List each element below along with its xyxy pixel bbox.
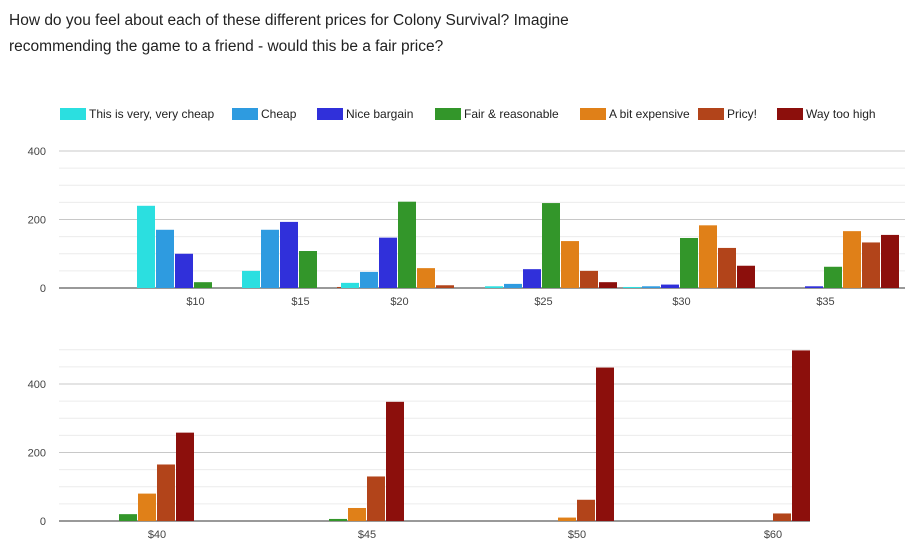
legend-label: Way too high [806, 107, 876, 121]
legend-label: Fair & reasonable [464, 107, 559, 121]
legend-item-way-too-high: Way too high [777, 105, 876, 123]
x-tick-label: $10 [186, 296, 204, 308]
bar-cheap-30 [642, 286, 660, 288]
bar-nice-bargain-15 [280, 221, 298, 288]
bar-pricy-30 [718, 247, 736, 288]
legend-label: A bit expensive [609, 107, 690, 121]
bar-fair-reasonable-35 [824, 266, 842, 288]
legend-swatch [232, 108, 258, 120]
bar-pricy-50 [577, 499, 595, 521]
bar-this-is-very-very-cheap-15 [242, 270, 260, 288]
y-tick-label: 400 [28, 379, 46, 391]
bar-cheap-10 [156, 229, 174, 288]
bar-pricy-60 [773, 513, 791, 521]
legend-item-pricy: Pricy! [698, 105, 757, 123]
bar-this-is-very-very-cheap-10 [137, 205, 155, 288]
legend-swatch [580, 108, 606, 120]
x-tick-label: $25 [534, 296, 552, 308]
y-tick-label: 0 [40, 516, 46, 528]
bar-cheap-15 [261, 229, 279, 288]
survey-question: How do you feel about each of these diff… [9, 12, 569, 55]
bar-fair-reasonable-10 [194, 282, 212, 288]
x-tick-label: $45 [358, 529, 376, 541]
legend-swatch [317, 108, 343, 120]
bar-fair-reasonable-40 [119, 514, 137, 521]
x-tick-label: $35 [816, 296, 834, 308]
bar-a-bit-expensive-45 [348, 507, 366, 521]
legend-label: Nice bargain [346, 107, 414, 121]
bar-a-bit-expensive-35 [843, 231, 861, 288]
x-tick-label: $15 [291, 296, 309, 308]
legend-label: This is very, very cheap [89, 107, 215, 121]
y-tick-label: 400 [28, 146, 46, 158]
legend-swatch [435, 108, 461, 120]
legend-item-fair-reasonable: Fair & reasonable [435, 105, 559, 123]
y-tick-label: 200 [28, 215, 46, 227]
x-tick-label: $50 [568, 529, 586, 541]
x-tick-label: $30 [672, 296, 690, 308]
bar-fair-reasonable-15 [299, 251, 317, 288]
legend-swatch [60, 108, 86, 120]
bar-a-bit-expensive-25 [561, 241, 579, 288]
bar-way-too-high-40 [176, 432, 194, 521]
bar-this-is-very-very-cheap-20 [341, 282, 359, 288]
bar-a-bit-expensive-20 [417, 268, 435, 288]
bar-nice-bargain-30 [661, 284, 679, 288]
bar-way-too-high-30 [737, 265, 755, 288]
bar-fair-reasonable-45 [329, 518, 347, 521]
bar-pricy-20 [436, 285, 454, 288]
bar-this-is-very-very-cheap-30 [623, 286, 641, 288]
bar-pricy-45 [367, 476, 385, 521]
bar-a-bit-expensive-40 [138, 493, 156, 521]
bar-a-bit-expensive-30 [699, 225, 717, 288]
bar-nice-bargain-20 [379, 237, 397, 288]
legend-swatch [777, 108, 803, 120]
bar-nice-bargain-25 [523, 269, 541, 288]
y-tick-label: 200 [28, 448, 46, 460]
legend-label: Pricy! [727, 107, 757, 121]
x-tick-label: $40 [148, 529, 166, 541]
bar-way-too-high-50 [596, 367, 614, 521]
bar-way-too-high-45 [386, 401, 404, 521]
x-tick-label: $20 [390, 296, 408, 308]
bar-nice-bargain-10 [175, 253, 193, 288]
y-tick-label: 0 [40, 283, 46, 295]
legend-label: Cheap [261, 107, 297, 121]
bar-this-is-very-very-cheap-25 [485, 286, 503, 288]
legend-item-this-is-very-very-cheap: This is very, very cheap [60, 105, 214, 123]
bar-nice-bargain-35 [805, 286, 823, 288]
bar-way-too-high-35 [881, 234, 899, 288]
bar-way-too-high-60 [792, 350, 810, 521]
bar-way-too-high-25 [599, 282, 617, 288]
legend-item-a-bit-expensive: A bit expensive [580, 105, 690, 123]
bar-pricy-25 [580, 270, 598, 288]
legend-swatch [698, 108, 724, 120]
bar-fair-reasonable-30 [680, 237, 698, 288]
legend-item-cheap: Cheap [232, 105, 296, 123]
bar-fair-reasonable-20 [398, 201, 416, 288]
bar-cheap-25 [504, 283, 522, 288]
bar-pricy-40 [157, 464, 175, 521]
bar-a-bit-expensive-50 [558, 517, 576, 521]
bar-cheap-20 [360, 271, 378, 288]
legend-item-nice-bargain: Nice bargain [317, 105, 413, 123]
bar-fair-reasonable-25 [542, 203, 560, 288]
x-tick-label: $60 [764, 529, 782, 541]
bar-pricy-35 [862, 242, 880, 288]
